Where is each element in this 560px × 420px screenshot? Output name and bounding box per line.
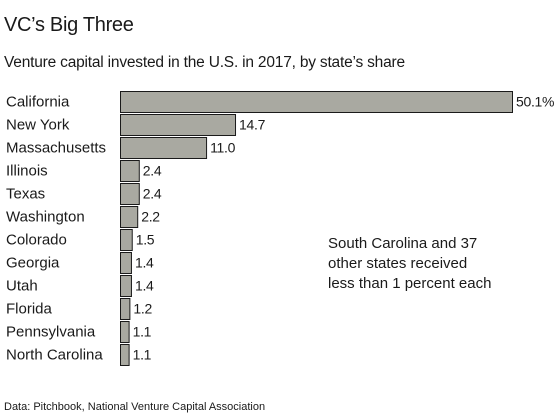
value-label: 2.4 <box>143 163 162 179</box>
value-label: 50.1% <box>516 94 554 110</box>
value-label: 11.0 <box>210 140 236 156</box>
bar <box>120 160 140 182</box>
category-label: New York <box>6 117 70 134</box>
bar <box>120 229 133 251</box>
category-label: Massachusetts <box>6 140 106 157</box>
chart-subtitle: Venture capital invested in the U.S. in … <box>4 54 405 71</box>
bar <box>120 298 131 320</box>
annotation-line: other states received <box>328 255 468 272</box>
bar <box>120 275 132 297</box>
value-label: 1.4 <box>135 255 154 271</box>
bar <box>120 137 208 159</box>
value-label: 2.2 <box>141 209 160 225</box>
category-label: California <box>6 94 70 111</box>
bar <box>120 252 132 274</box>
category-label: Washington <box>6 209 85 226</box>
bar <box>120 114 237 136</box>
value-label: 1.2 <box>133 301 152 317</box>
value-label: 1.5 <box>136 232 155 248</box>
bar <box>120 91 513 113</box>
source-note: Data: Pitchbook, National Venture Capita… <box>4 401 266 413</box>
value-label: 2.4 <box>143 186 162 202</box>
category-label: Florida <box>6 301 53 318</box>
value-label: 1.1 <box>133 324 152 340</box>
category-label: Utah <box>6 278 38 295</box>
annotation-line: South Carolina and 37 <box>328 235 478 252</box>
chart-title: VC’s Big Three <box>4 14 134 36</box>
category-label: Texas <box>6 186 45 203</box>
bar <box>120 344 130 366</box>
value-label: 1.1 <box>133 347 152 363</box>
category-label: Pennsylvania <box>6 324 96 341</box>
category-label: Colorado <box>6 232 67 249</box>
category-label: Georgia <box>6 255 60 272</box>
category-label: North Carolina <box>6 347 103 364</box>
bar <box>120 321 130 343</box>
value-label: 14.7 <box>239 117 266 133</box>
chart-annotation: South Carolina and 37 other states receiv… <box>328 234 528 294</box>
annotation-line: less than 1 percent each <box>328 275 492 292</box>
bar <box>120 206 139 228</box>
category-label: Illinois <box>6 163 48 180</box>
bar <box>120 183 140 205</box>
value-label: 1.4 <box>135 278 154 294</box>
